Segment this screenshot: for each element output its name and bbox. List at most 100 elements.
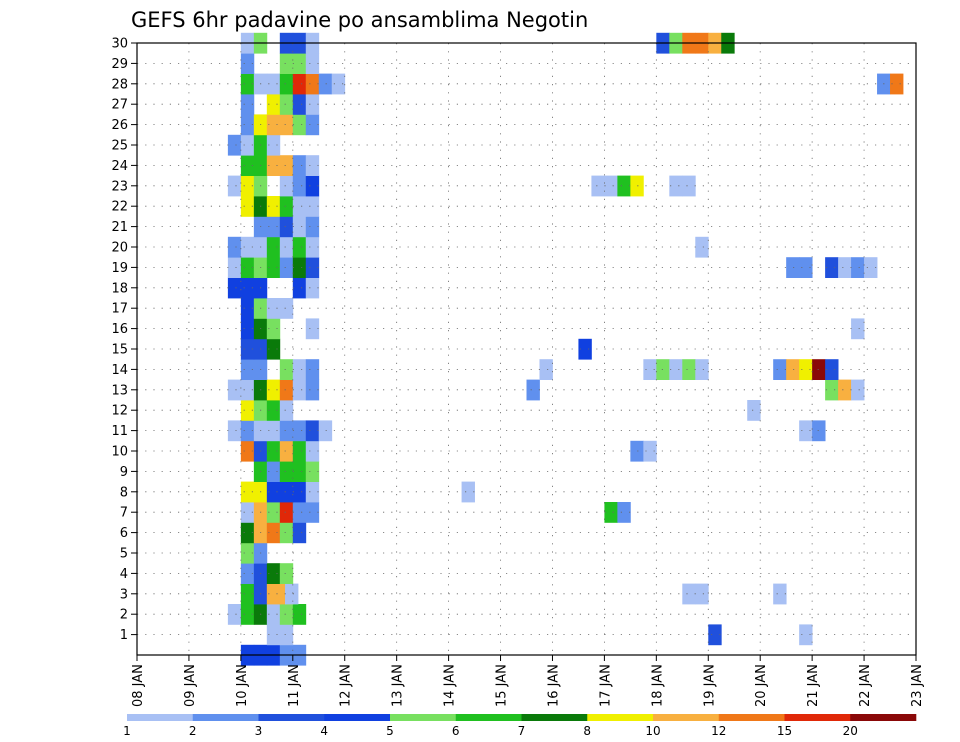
heatmap-cell — [240, 379, 255, 401]
y-tick-label: 21 — [111, 220, 128, 235]
y-tick-label: 12 — [111, 404, 128, 419]
heatmap-cell — [292, 359, 307, 380]
heatmap-cell — [864, 257, 878, 278]
chart-title: GEFS 6hr padavine po ansamblima Negotin — [131, 8, 588, 32]
heatmap-cell — [695, 359, 709, 380]
y-tick-label: 15 — [111, 343, 128, 358]
heatmap-cell — [292, 94, 307, 115]
heatmap-cell — [240, 175, 255, 197]
x-tick-label: 16 JAN — [546, 664, 561, 707]
heatmap-cell — [617, 175, 631, 197]
heatmap-cell — [279, 420, 294, 442]
heatmap-cell — [838, 257, 852, 278]
heatmap-cell — [305, 94, 320, 115]
heatmap-cell — [266, 481, 281, 503]
heatmap-cell — [305, 155, 320, 176]
y-tick-label: 1 — [120, 628, 128, 643]
heatmap-cell — [292, 196, 307, 217]
colorbar-label: 15 — [777, 724, 792, 738]
heatmap-cell — [279, 236, 294, 258]
heatmap-cell — [266, 440, 281, 462]
heatmap-cell — [747, 400, 761, 421]
heatmap-cell — [279, 298, 294, 319]
heatmap-cell — [669, 175, 683, 197]
heatmap-cell — [292, 216, 307, 238]
heatmap-cell — [266, 400, 281, 421]
heatmap-cell — [266, 502, 281, 523]
y-axis: 1234567891011121314151617181920212223242… — [111, 37, 137, 643]
heatmap-cell — [851, 257, 865, 278]
heatmap-cell — [292, 257, 307, 278]
colorbar-swatch — [587, 714, 654, 721]
colorbar-label: 3 — [255, 724, 263, 738]
colorbar-label: 7 — [518, 724, 526, 738]
heatmap-cell — [240, 583, 255, 605]
colorbar-label: 10 — [645, 724, 660, 738]
colorbar-swatch — [718, 714, 785, 721]
heatmap-cell — [240, 542, 255, 564]
heatmap-cell — [266, 461, 281, 482]
heatmap-cell — [617, 502, 631, 523]
heatmap-cell — [240, 114, 255, 136]
heatmap-cell — [279, 624, 294, 646]
heatmap-cell — [266, 583, 281, 605]
heatmap-cell — [630, 175, 644, 197]
heatmap-cell — [240, 155, 255, 176]
heatmap-cell — [292, 420, 307, 442]
y-tick-label: 9 — [120, 465, 128, 480]
heatmap-cell — [786, 257, 800, 278]
heatmap-cell — [773, 583, 787, 605]
heatmap-cell — [591, 175, 605, 197]
heatmap-cell — [643, 440, 657, 462]
y-tick-label: 11 — [111, 424, 128, 439]
heatmap-cell — [669, 359, 683, 380]
y-tick-label: 22 — [111, 200, 128, 215]
heatmap-cell — [526, 379, 540, 401]
x-tick-label: 09 JAN — [183, 664, 198, 707]
heatmap-cell — [292, 502, 307, 523]
heatmap-cell — [682, 359, 696, 380]
heatmap-cell — [279, 114, 294, 136]
heatmap-cell — [227, 134, 242, 156]
heatmap-cell — [851, 318, 865, 340]
heatmap-cell — [279, 481, 294, 503]
heatmap-cell — [305, 461, 320, 482]
heatmap-cell — [305, 359, 320, 380]
heatmap-cell — [786, 359, 800, 380]
y-tick-label: 20 — [111, 241, 128, 256]
y-tick-label: 29 — [111, 57, 128, 72]
heatmap-cell — [266, 73, 281, 95]
x-axis: 08 JAN 09 JAN 10 JAN 11 JAN 12 JAN 13 JAN 14 J… — [131, 655, 925, 707]
heatmap-cell — [799, 420, 813, 442]
heatmap-cell — [279, 216, 294, 238]
y-tick-label: 19 — [111, 261, 128, 276]
heatmap-cell — [292, 277, 307, 299]
colorbar-swatch — [850, 714, 917, 721]
heatmap-cell — [227, 379, 242, 401]
y-tick-label: 27 — [111, 98, 128, 113]
x-tick-label: 11 JAN — [287, 664, 302, 707]
heatmap-cell — [266, 134, 281, 156]
heatmap-cell — [292, 73, 307, 95]
colorbar-swatch — [390, 714, 457, 721]
colorbar-label: 8 — [583, 724, 591, 738]
heatmap-cell — [305, 196, 320, 217]
heatmap-cell — [838, 379, 852, 401]
x-tick-label: 15 JAN — [495, 664, 510, 707]
y-tick-label: 3 — [120, 587, 128, 602]
heatmap-cell — [240, 440, 255, 462]
colorbar-label: 6 — [452, 724, 460, 738]
colorbar-label: 1 — [123, 724, 131, 738]
heatmap-cell — [292, 155, 307, 176]
heatmap-cell — [279, 53, 294, 74]
heatmap-cell — [539, 359, 553, 380]
heatmap-cell — [240, 53, 255, 74]
y-tick-label: 2 — [120, 608, 128, 623]
heatmap-cell — [240, 318, 255, 340]
heatmap-cell — [240, 196, 255, 217]
heatmap-cell — [695, 236, 709, 258]
heatmap-cell — [305, 379, 320, 401]
heatmap-cell — [240, 134, 255, 156]
heatmap-cell — [461, 481, 475, 503]
heatmap-cell — [292, 481, 307, 503]
